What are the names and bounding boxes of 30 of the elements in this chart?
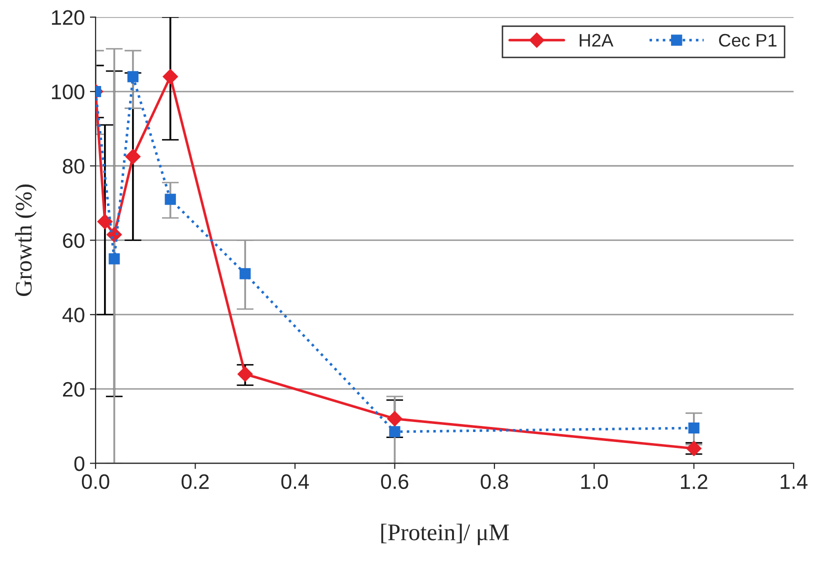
x-tick-label: 1.4 [780, 474, 808, 489]
point [127, 71, 139, 82]
x-tick-label: 1.2 [680, 474, 708, 489]
point [389, 426, 400, 438]
legend-label: Cec P1 [719, 34, 776, 47]
y-tick-label: 80 [62, 158, 84, 174]
y-tick-label: 120 [52, 10, 84, 25]
point [238, 366, 253, 382]
point [97, 214, 113, 230]
y-tick-label: 40 [62, 308, 84, 322]
y-tick-label: 100 [52, 84, 84, 100]
point [125, 149, 141, 164]
x-tick-label: 0.8 [480, 474, 508, 490]
point [240, 268, 251, 280]
x-tick-label: 0.6 [381, 474, 408, 490]
y-tick-label: 0 [74, 456, 84, 472]
point [387, 411, 402, 426]
x-axis-title: [Protein]/ μM [381, 524, 509, 546]
x-tick-label: 0.4 [281, 474, 309, 490]
point [688, 422, 700, 434]
point [108, 253, 120, 264]
x-tick-label: 0.0 [82, 474, 110, 490]
x-tick-label: 0.2 [182, 474, 209, 490]
point [162, 69, 178, 84]
point [164, 194, 176, 205]
x-tick-label: 1.0 [581, 474, 608, 490]
y-axis-title: Growth (%) [15, 184, 37, 296]
y-tick-label: 20 [63, 382, 84, 397]
y-tick-label: 60 [63, 233, 84, 248]
legend-label: H2A [580, 34, 614, 46]
